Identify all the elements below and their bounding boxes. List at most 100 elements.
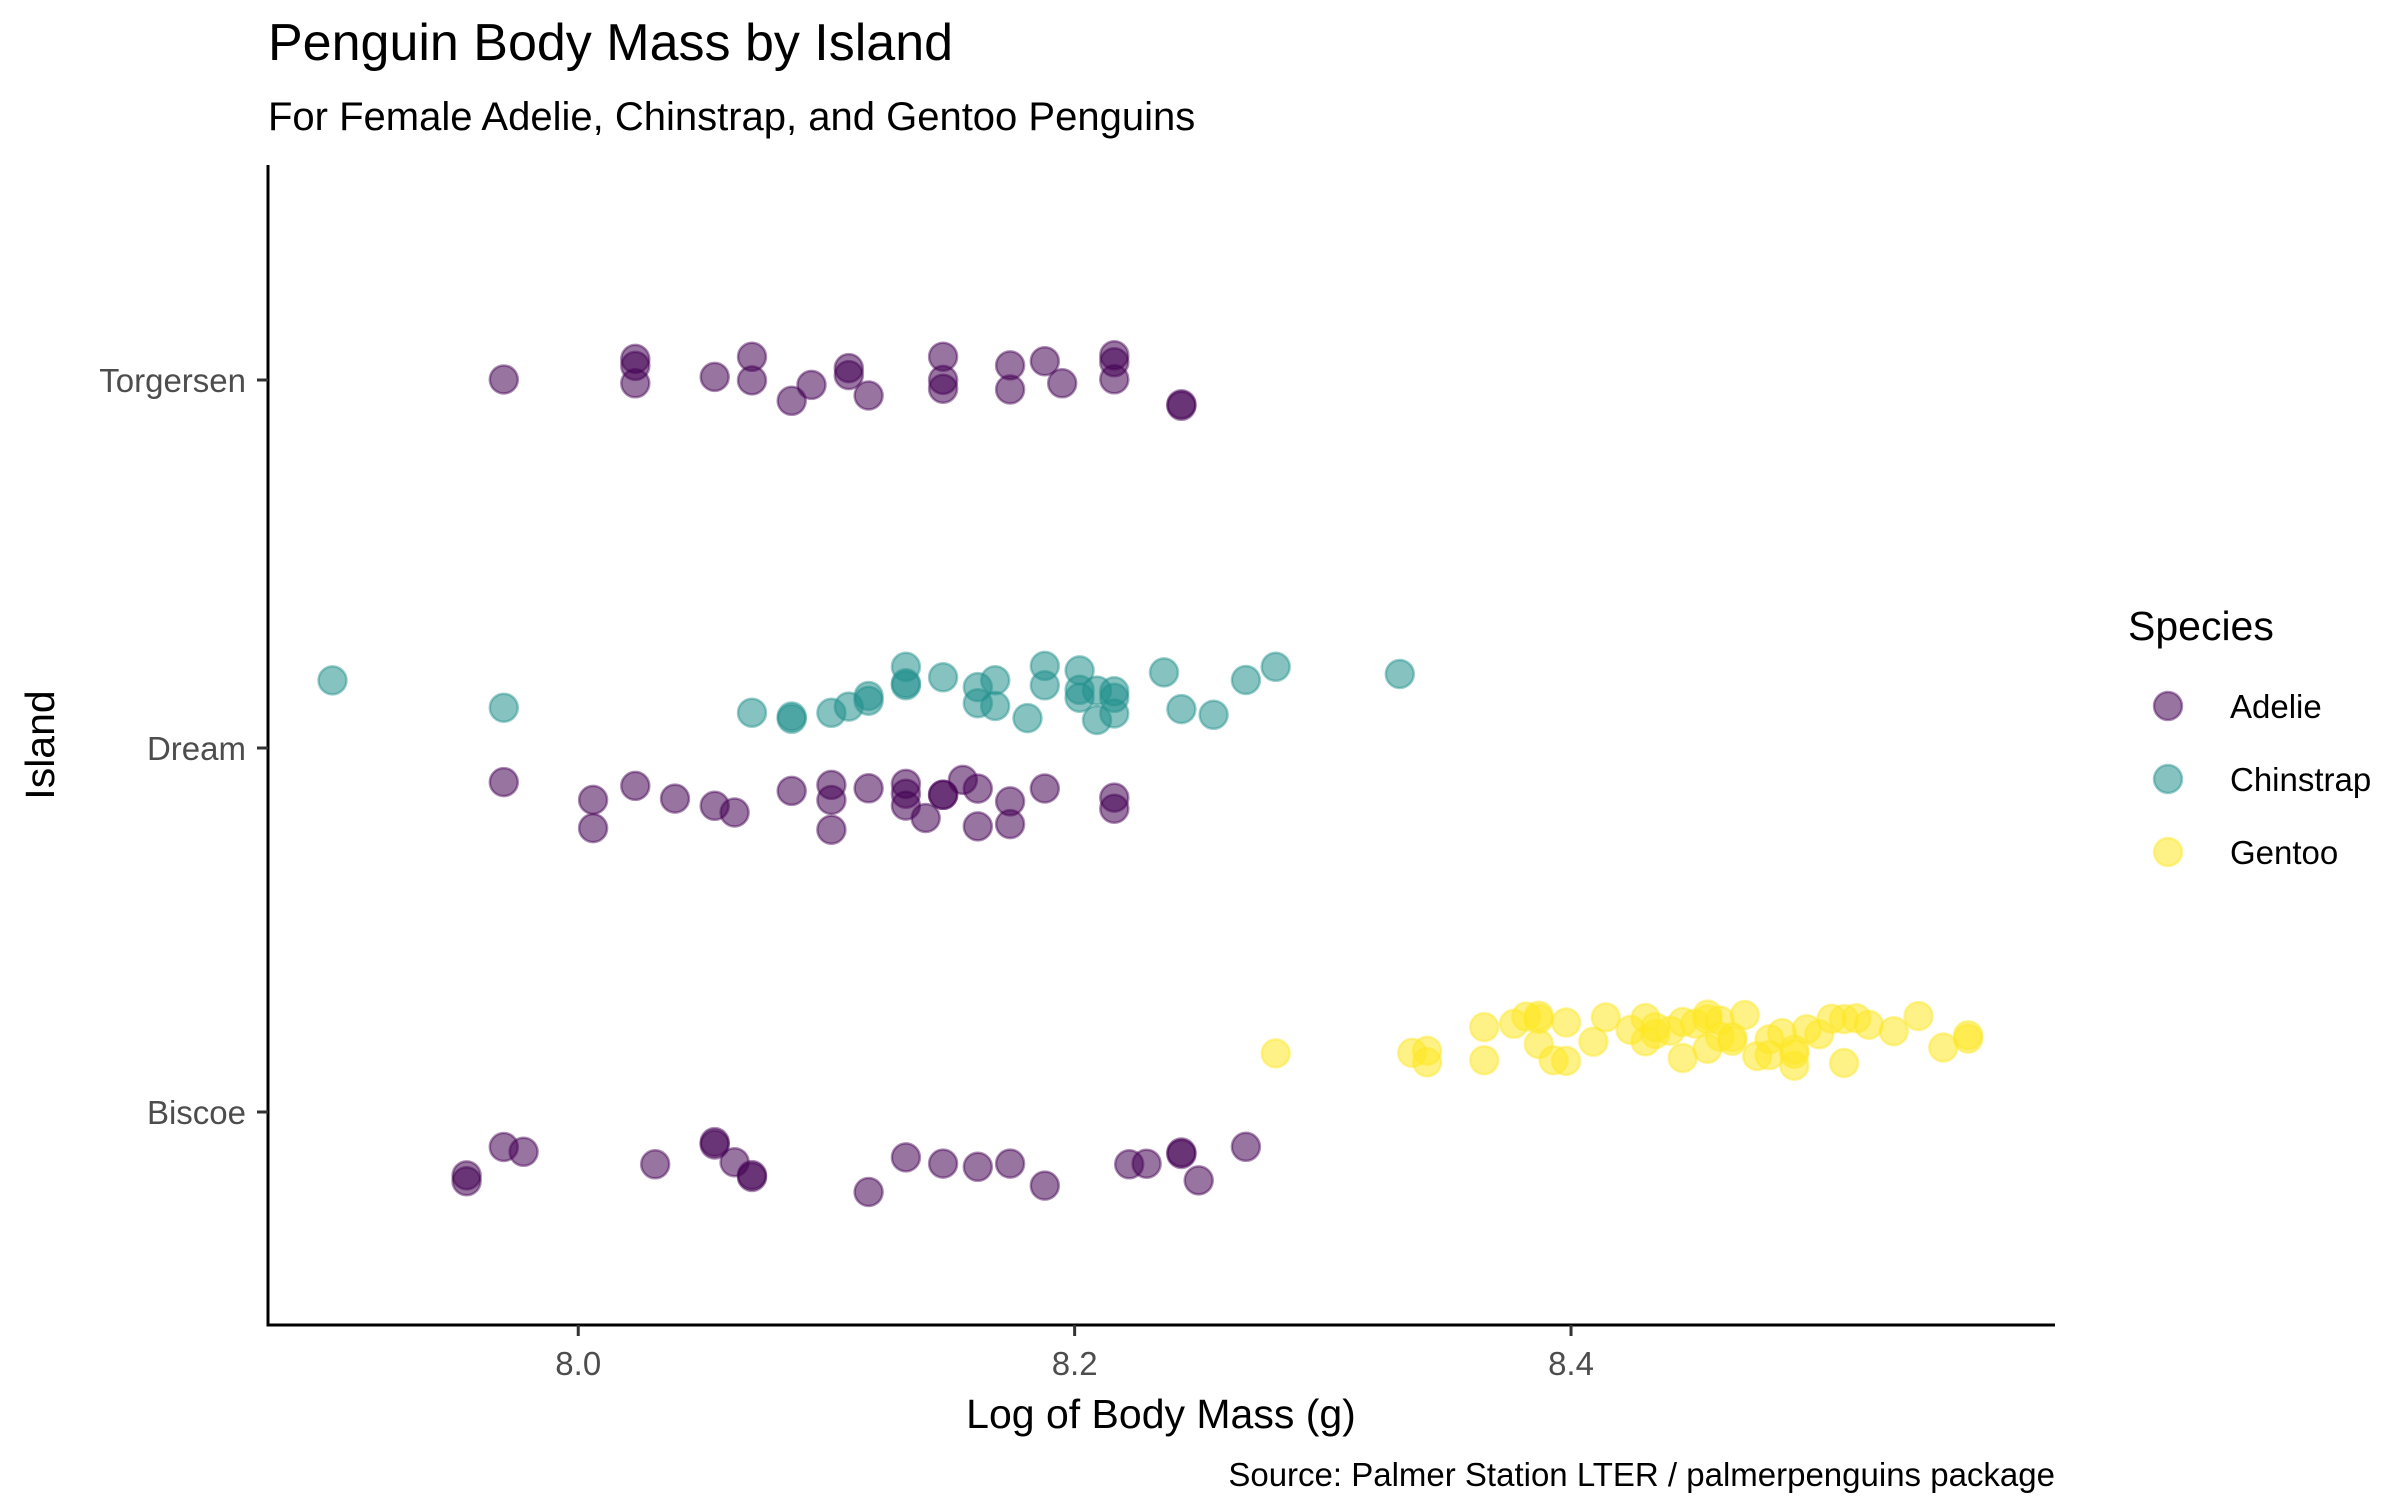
point-chinstrap-31 bbox=[1230, 664, 1262, 696]
point-gentoo-32 bbox=[1729, 999, 1761, 1031]
point-chinstrap-17 bbox=[1012, 702, 1043, 734]
legend: Species Adelie Chinstrap Gentoo bbox=[2128, 603, 2371, 871]
point-gentoo-4 bbox=[1468, 1011, 1500, 1043]
point-adelie-14 bbox=[927, 364, 959, 396]
point-gentoo-15 bbox=[1590, 1002, 1622, 1033]
chart-caption: Source: Palmer Station LTER / palmerpeng… bbox=[1228, 1456, 2055, 1493]
point-adelie-7 bbox=[776, 385, 807, 417]
legend-label-adelie: Adelie bbox=[2230, 688, 2322, 725]
point-adelie-31 bbox=[776, 775, 807, 807]
point-adelie-10 bbox=[833, 352, 865, 384]
point-gentoo-39 bbox=[1779, 1034, 1810, 1065]
point-gentoo-5 bbox=[1468, 1044, 1500, 1076]
point-adelie-21 bbox=[1099, 340, 1130, 371]
point-adelie-0 bbox=[488, 364, 520, 395]
point-chinstrap-27 bbox=[1099, 676, 1130, 707]
point-adelie-28 bbox=[659, 783, 691, 814]
point-adelie-53 bbox=[508, 1136, 539, 1168]
point-adelie-6 bbox=[736, 341, 768, 373]
point-chinstrap-4 bbox=[776, 701, 807, 732]
point-adelie-11 bbox=[853, 380, 884, 411]
point-adelie-25 bbox=[577, 784, 609, 816]
point-chinstrap-19 bbox=[1029, 670, 1061, 701]
legend-key-adelie bbox=[2152, 690, 2184, 722]
point-adelie-41 bbox=[927, 779, 959, 811]
y-tick-label-torgersen: Torgersen bbox=[99, 362, 246, 399]
point-adelie-71 bbox=[1230, 1131, 1262, 1163]
y-tick-label-biscoe: Biscoe bbox=[147, 1094, 246, 1131]
legend-key-gentoo bbox=[2152, 836, 2184, 868]
legend-key-chinstrap bbox=[2152, 763, 2184, 795]
point-adelie-70 bbox=[1183, 1165, 1214, 1196]
point-chinstrap-33 bbox=[1384, 658, 1416, 690]
point-gentoo-3 bbox=[1411, 1047, 1443, 1078]
point-adelie-64 bbox=[994, 1148, 1026, 1179]
point-adelie-38 bbox=[890, 768, 922, 800]
point-adelie-3 bbox=[620, 350, 651, 382]
x-tick-label-2: 8.4 bbox=[1548, 1345, 1594, 1382]
point-adelie-34 bbox=[816, 784, 847, 816]
point-adelie-63 bbox=[962, 1151, 994, 1183]
point-adelie-51 bbox=[451, 1160, 482, 1191]
point-gentoo-43 bbox=[1828, 1047, 1860, 1079]
plot-points bbox=[317, 340, 1984, 1208]
point-chinstrap-0 bbox=[317, 665, 348, 696]
x-axis-ticks: 8.0 8.2 8.4 bbox=[555, 1325, 1594, 1382]
point-chinstrap-29 bbox=[1166, 693, 1197, 725]
point-chinstrap-2 bbox=[736, 697, 768, 728]
chart-subtitle: For Female Adelie, Chinstrap, and Gentoo… bbox=[268, 95, 1195, 139]
y-axis-title: Island bbox=[17, 690, 63, 799]
point-adelie-65 bbox=[1029, 1170, 1061, 1201]
point-adelie-26 bbox=[577, 812, 609, 844]
point-adelie-54 bbox=[639, 1149, 671, 1180]
point-gentoo-31 bbox=[1717, 1022, 1748, 1053]
point-chinstrap-1 bbox=[488, 692, 520, 723]
point-gentoo-48 bbox=[1903, 1000, 1934, 1032]
point-adelie-30 bbox=[719, 797, 750, 828]
point-adelie-43 bbox=[962, 811, 994, 842]
y-tick-label-dream: Dream bbox=[147, 730, 246, 767]
point-adelie-39 bbox=[910, 802, 941, 834]
point-gentoo-22 bbox=[1667, 1042, 1698, 1074]
point-gentoo-0 bbox=[1260, 1038, 1291, 1069]
point-adelie-16 bbox=[994, 374, 1026, 405]
point-gentoo-46 bbox=[1853, 1009, 1885, 1040]
point-adelie-46 bbox=[994, 786, 1026, 817]
point-chinstrap-8 bbox=[853, 680, 884, 712]
point-adelie-56 bbox=[699, 1126, 730, 1158]
point-adelie-59 bbox=[736, 1159, 768, 1191]
legend-title: Species bbox=[2128, 603, 2274, 649]
legend-label-chinstrap: Chinstrap bbox=[2230, 761, 2371, 798]
point-chinstrap-12 bbox=[927, 662, 959, 693]
point-chinstrap-15 bbox=[979, 690, 1011, 722]
point-gentoo-47 bbox=[1878, 1015, 1909, 1047]
point-adelie-24 bbox=[488, 766, 520, 798]
point-chinstrap-16 bbox=[979, 664, 1011, 696]
point-adelie-35 bbox=[853, 773, 884, 804]
point-chinstrap-30 bbox=[1198, 699, 1229, 731]
point-adelie-44 bbox=[962, 773, 994, 804]
point-adelie-27 bbox=[620, 770, 651, 802]
point-adelie-67 bbox=[1131, 1148, 1162, 1179]
point-chinstrap-32 bbox=[1260, 651, 1291, 683]
point-chinstrap-22 bbox=[1064, 655, 1095, 686]
chart-title: Penguin Body Mass by Island bbox=[268, 14, 953, 72]
y-axis-ticks: Torgersen Dream Biscoe bbox=[99, 362, 268, 1131]
point-gentoo-13 bbox=[1550, 1007, 1582, 1038]
point-adelie-62 bbox=[927, 1148, 959, 1179]
point-adelie-60 bbox=[853, 1176, 884, 1208]
point-adelie-61 bbox=[890, 1142, 922, 1173]
point-gentoo-14 bbox=[1578, 1026, 1609, 1057]
x-axis-title: Log of Body Mass (g) bbox=[966, 1391, 1356, 1437]
point-adelie-18 bbox=[1046, 368, 1078, 399]
point-adelie-33 bbox=[816, 814, 847, 845]
point-chinstrap-11 bbox=[890, 669, 922, 701]
point-chinstrap-28 bbox=[1148, 657, 1180, 688]
point-adelie-47 bbox=[1029, 773, 1061, 804]
x-tick-label-0: 8.0 bbox=[555, 1345, 601, 1382]
point-adelie-49 bbox=[1099, 782, 1130, 813]
point-adelie-8 bbox=[796, 369, 827, 401]
point-adelie-23 bbox=[1166, 390, 1197, 422]
point-adelie-4 bbox=[699, 361, 730, 393]
